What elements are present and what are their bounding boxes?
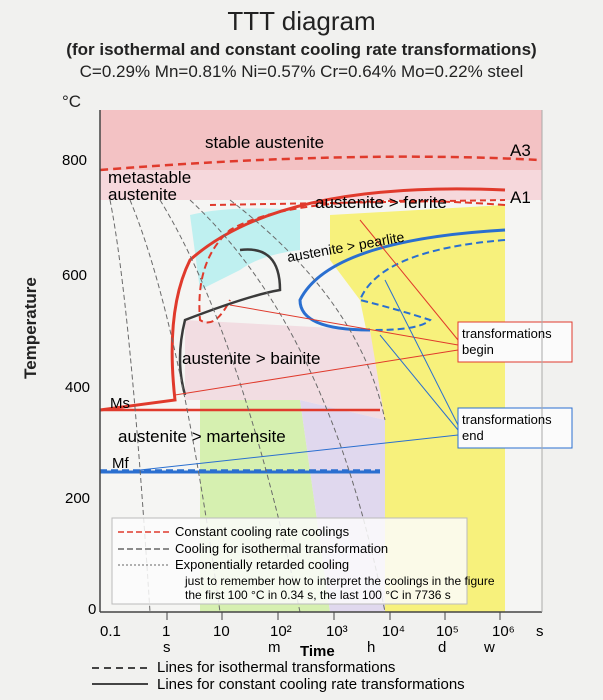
steel-composition: C=0.29% Mn=0.81% Ni=0.57% Cr=0.64% Mo=0.… bbox=[79, 62, 524, 81]
x-tick-10: 10 bbox=[213, 623, 230, 640]
y-tick-400: 400 bbox=[65, 379, 90, 396]
callout-begin-line1: transformations bbox=[462, 326, 552, 341]
label-stable-austenite: stable austenite bbox=[205, 133, 324, 152]
callout-end-line2: end bbox=[462, 428, 484, 443]
end-leader-2 bbox=[379, 334, 459, 431]
end-curve-blue-dashed bbox=[358, 239, 506, 331]
cooling-curve-1 bbox=[109, 199, 151, 613]
bainite-pink-region bbox=[185, 320, 385, 420]
note-isothermal: Cooling for isothermal transformation bbox=[175, 541, 388, 556]
time-marker-second: s bbox=[163, 639, 171, 656]
diagram-subtitle: (for isothermal and constant cooling rat… bbox=[66, 40, 537, 59]
y-tick-200: 200 bbox=[65, 490, 90, 507]
label-a1: A1 bbox=[510, 188, 531, 207]
end-curve-blue bbox=[298, 228, 506, 332]
begin-curve-constant bbox=[99, 187, 506, 412]
pearlite-yellow-region bbox=[330, 205, 505, 612]
end-leader-1 bbox=[384, 279, 459, 426]
label-ferrite: austenite > ferrite bbox=[315, 193, 447, 212]
callout-end-line1: transformations bbox=[462, 412, 552, 427]
time-marker-week: w bbox=[483, 639, 495, 656]
diagram-title: TTT diagram bbox=[227, 6, 376, 36]
callout-begin-line2: begin bbox=[462, 342, 494, 357]
notes-box bbox=[111, 517, 468, 605]
stable-austenite-region bbox=[100, 110, 542, 170]
x-tick-1e4: 10⁴ bbox=[382, 623, 405, 640]
x-unit: s bbox=[536, 623, 544, 640]
ferrite-region bbox=[100, 170, 542, 200]
label-martensite: austenite > martensite bbox=[118, 427, 286, 446]
cooling-curve-5 bbox=[229, 199, 386, 421]
time-marker-hour: h bbox=[367, 639, 375, 656]
x-tick-1000: 10³ bbox=[326, 623, 348, 640]
x-tick-1e6: 10⁶ bbox=[492, 623, 515, 640]
label-austenite-meta: austenite bbox=[108, 185, 177, 204]
end-leader-3 bbox=[139, 434, 459, 471]
y-axis-unit: °C bbox=[62, 92, 82, 111]
legend-isothermal: Lines for isothermal transformations bbox=[157, 659, 395, 676]
a3-line bbox=[99, 155, 541, 172]
begin-callout-box bbox=[457, 321, 573, 363]
x-tick-100: 10² bbox=[270, 623, 292, 640]
label-metastable: metastable bbox=[108, 168, 191, 187]
x-tick-1: 1 bbox=[162, 623, 170, 640]
begin-leader-1 bbox=[359, 219, 459, 341]
y-tick-600: 600 bbox=[62, 267, 87, 284]
x-tick-1e5: 10⁵ bbox=[436, 623, 459, 640]
end-callout-box bbox=[457, 407, 573, 449]
x-tick-0-1: 0.1 bbox=[100, 623, 121, 640]
y-tick-800: 800 bbox=[62, 152, 87, 169]
note-remember-1: just to remember how to interpret the co… bbox=[184, 574, 495, 588]
time-marker-day: d bbox=[438, 639, 446, 656]
end-curve-dark bbox=[178, 248, 282, 396]
label-ms: Ms bbox=[110, 395, 130, 412]
note-remember-2: the first 100 °C in 0.34 s, the last 100… bbox=[185, 588, 451, 602]
label-a3: A3 bbox=[510, 141, 531, 160]
begin-leader-2 bbox=[229, 304, 459, 346]
a1-line bbox=[209, 199, 506, 206]
note-exponential: Exponentially retarded cooling bbox=[175, 557, 349, 572]
begin-leader-3 bbox=[174, 349, 459, 396]
legend-constant: Lines for constant cooling rate transfor… bbox=[157, 676, 465, 693]
time-marker-minute: m bbox=[268, 639, 281, 656]
x-axis-label: Time bbox=[300, 643, 335, 660]
y-tick-0: 0 bbox=[88, 601, 96, 618]
label-mf: Mf bbox=[112, 455, 129, 472]
note-constant: Constant cooling rate coolings bbox=[175, 524, 350, 539]
label-bainite: austenite > bainite bbox=[182, 349, 320, 368]
